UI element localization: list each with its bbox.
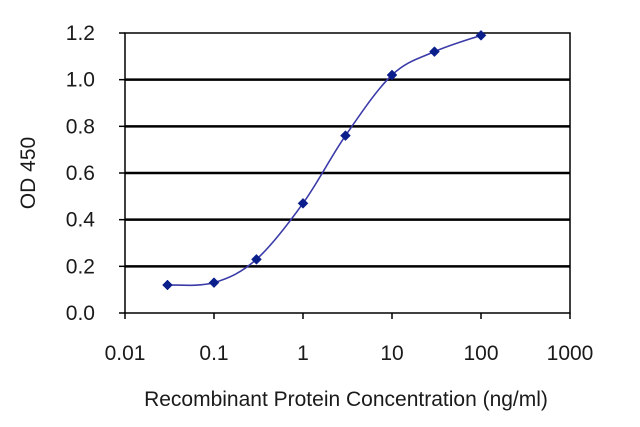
series-line (167, 34, 482, 287)
x-tick-label: 1000 (547, 342, 594, 365)
x-tick-label: 0.1 (199, 342, 228, 365)
data-point (162, 279, 173, 291)
y-tick-label: 0.6 (66, 162, 95, 185)
x-axis-ticks: 0.01 0.1 1 10 100 1000 (105, 313, 594, 365)
x-axis-title: Recombinant Protein Concentration (ng/ml… (144, 388, 548, 411)
data-point (429, 46, 440, 58)
x-tick-label: 0.01 (105, 342, 146, 365)
y-axis-title: OD 450 (17, 137, 40, 209)
x-tick-label: 10 (380, 342, 403, 365)
data-point (251, 253, 262, 265)
data-point (297, 197, 309, 209)
grid (125, 78, 570, 268)
x-tick-label: 100 (463, 342, 498, 365)
data-point (475, 29, 487, 41)
data-markers (162, 29, 487, 291)
x-tick-label: 1 (297, 342, 309, 365)
y-tick-label: 0.4 (66, 209, 96, 232)
data-point (208, 277, 220, 289)
data-point (340, 130, 351, 142)
y-axis-ticks: 0.0 0.2 0.4 0.6 0.8 1.0 1.2 (66, 22, 125, 325)
y-tick-label: 1.0 (66, 69, 95, 92)
y-tick-label: 0.8 (66, 115, 95, 138)
y-tick-label: 0.2 (66, 255, 95, 278)
y-tick-label: 1.2 (66, 22, 95, 45)
y-tick-label: 0.0 (66, 302, 95, 325)
data-point (386, 69, 398, 81)
